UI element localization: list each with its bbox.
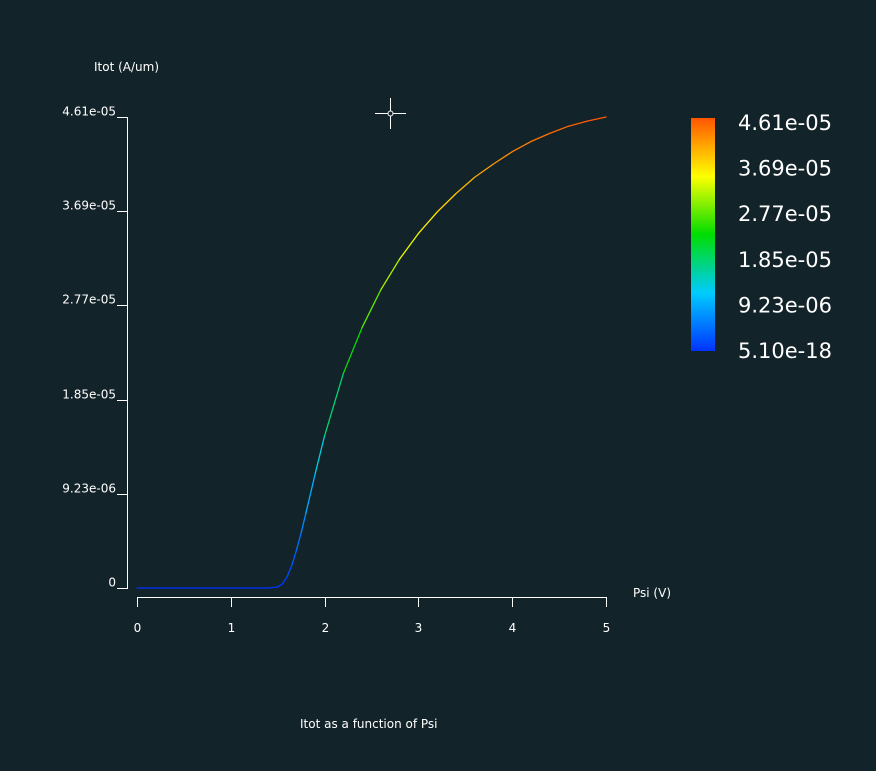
- series-line-segment: [398, 232, 420, 260]
- series-line-segment: [417, 211, 438, 235]
- series-line-segment: [291, 549, 298, 567]
- series-line-segment: [436, 192, 457, 213]
- series-line-segment: [511, 140, 532, 153]
- x-tick-label: 5: [603, 621, 611, 635]
- series-line-segment: [286, 564, 293, 578]
- series-line-segment: [474, 163, 495, 178]
- series-line-segment: [342, 326, 363, 375]
- series-line-segment: [305, 472, 316, 515]
- series-line-segment: [567, 120, 588, 127]
- series-line-segment: [380, 258, 401, 291]
- color-scale-label: 1.85e-05: [738, 248, 832, 272]
- series-line-segment: [267, 586, 279, 589]
- color-scale-bar: [691, 118, 715, 351]
- series-line-segment: [277, 583, 284, 588]
- series-line-segment: [492, 151, 513, 165]
- y-tick-label: 4.61e-05: [62, 105, 116, 119]
- series-line-segment: [281, 576, 288, 585]
- y-tick-label: 1.85e-05: [62, 388, 116, 402]
- series-line-segment: [586, 116, 607, 122]
- series-line-segment: [295, 532, 302, 551]
- color-scale-label: 2.77e-05: [738, 202, 832, 226]
- series-line-segment: [361, 289, 382, 329]
- series-line-segment: [455, 176, 476, 195]
- color-scale-labels: 4.61e-05 3.69e-05 2.77e-05 1.85e-05 9.23e-06…: [738, 111, 832, 363]
- x-tick-label: 1: [228, 621, 236, 635]
- series-line-segment: [300, 512, 307, 534]
- color-scale-label: 4.61e-05: [738, 111, 832, 135]
- x-tick-label: 0: [134, 621, 142, 635]
- series-line-group: [136, 116, 607, 589]
- x-tick-label: 4: [509, 621, 517, 635]
- y-axis-label: Itot (A/um): [94, 60, 159, 74]
- x-tick-label: 2: [322, 621, 330, 635]
- color-scale-label: 3.69e-05: [738, 157, 832, 181]
- series-line-segment: [323, 372, 345, 437]
- chart-title: Itot as a function of Psi: [300, 717, 438, 731]
- x-tick-label: 3: [415, 621, 423, 635]
- x-ticks-group: 0 1 2 3 4 5: [134, 597, 611, 635]
- series-line-segment: [549, 125, 570, 135]
- y-ticks-group: 0 9.23e-06 1.85e-05 2.77e-05 3.69e-05 4.61e-0…: [62, 105, 128, 590]
- crosshair-cursor-icon: [375, 98, 406, 129]
- y-tick-label: 0: [108, 576, 116, 590]
- y-tick-label: 3.69e-05: [62, 199, 116, 213]
- series-line-segment: [314, 435, 326, 475]
- y-tick-label: 2.77e-05: [62, 293, 116, 307]
- x-axis-label: Psi (V): [633, 586, 671, 600]
- color-scale-label: 5.10e-18: [738, 339, 832, 363]
- color-scale-label: 9.23e-06: [738, 293, 832, 317]
- series-line-segment: [530, 132, 551, 143]
- y-tick-label: 9.23e-06: [62, 482, 116, 496]
